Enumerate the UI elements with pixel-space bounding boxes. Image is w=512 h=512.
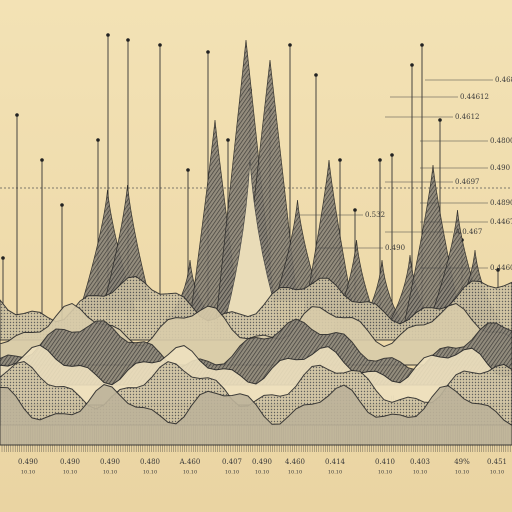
bottom-sublabel: 10.10 <box>183 470 197 476</box>
bottom-sublabel: 10.10 <box>378 470 392 476</box>
spike-dot <box>410 63 414 67</box>
bottom-sublabel: 10.10 <box>328 470 342 476</box>
spike-dot <box>288 43 292 47</box>
annotation: 0.4687 <box>495 76 512 84</box>
spike-dot <box>420 43 424 47</box>
bottom-sublabel: 10.10 <box>455 470 469 476</box>
bottom-sublabel: 10.10 <box>63 470 77 476</box>
bottom-label: A.460 <box>179 458 201 466</box>
annotation: 0.44612 <box>460 93 489 101</box>
spike-dot <box>186 168 190 172</box>
bottom-label: 4.460 <box>285 458 305 466</box>
bottom-sublabel: 10.10 <box>413 470 427 476</box>
spike-dot <box>158 43 162 47</box>
bottom-label: 0.480 <box>140 458 160 466</box>
spike-dot <box>378 158 382 162</box>
bottom-sublabel: 10.10 <box>225 470 239 476</box>
bottom-sublabel: 10.10 <box>21 470 35 476</box>
spike-dot <box>338 158 342 162</box>
annotation: 0.490 <box>490 164 510 172</box>
annotation: 0.4697 <box>455 178 480 186</box>
bottom-label: 0.490 <box>252 458 272 466</box>
spike-dot <box>390 153 394 157</box>
spike-dot <box>106 33 110 37</box>
bottom-label: 0.490 <box>18 458 38 466</box>
bottom-label: 0.414 <box>325 458 346 466</box>
spike-dot <box>96 138 100 142</box>
bottom-label: 0.451 <box>487 458 507 466</box>
bottom-sublabel: 10.10 <box>143 470 157 476</box>
annotation: 0.4467 <box>490 218 512 226</box>
bottom-sublabel: 10.10 <box>490 470 504 476</box>
spike-dot <box>496 268 500 272</box>
annotation: 0.532 <box>365 211 385 219</box>
spike-dot <box>353 208 357 212</box>
wave <box>0 318 512 386</box>
spike-dot <box>1 256 5 260</box>
spike-dot <box>314 73 318 77</box>
bottom-label: 0.490 <box>60 458 80 466</box>
bottom-label: 0.490 <box>100 458 120 466</box>
bottom-label: 0.410 <box>375 458 395 466</box>
annotation: 0.490 <box>385 244 405 252</box>
bottom-sublabel: 10.10 <box>288 470 302 476</box>
spike-dot <box>15 113 19 117</box>
annotation: A.0.467 <box>454 228 482 236</box>
annotation: 0.4612 <box>455 113 480 121</box>
bottom-sublabel: 10.10 <box>255 470 269 476</box>
spike-dot <box>126 38 130 42</box>
spike-dot <box>226 138 230 142</box>
spike-dot <box>60 203 64 207</box>
bottom-sublabel: 10.10 <box>103 470 117 476</box>
peak <box>302 159 356 321</box>
wave <box>0 384 512 446</box>
spike-dot <box>40 158 44 162</box>
bottom-label: 49% <box>454 458 470 466</box>
spike-dot <box>438 118 442 122</box>
spike-dot <box>206 50 210 54</box>
bottom-label: 0.403 <box>410 458 430 466</box>
artwork <box>0 33 512 452</box>
peak <box>104 184 151 301</box>
bottom-label: 0.407 <box>222 458 242 466</box>
